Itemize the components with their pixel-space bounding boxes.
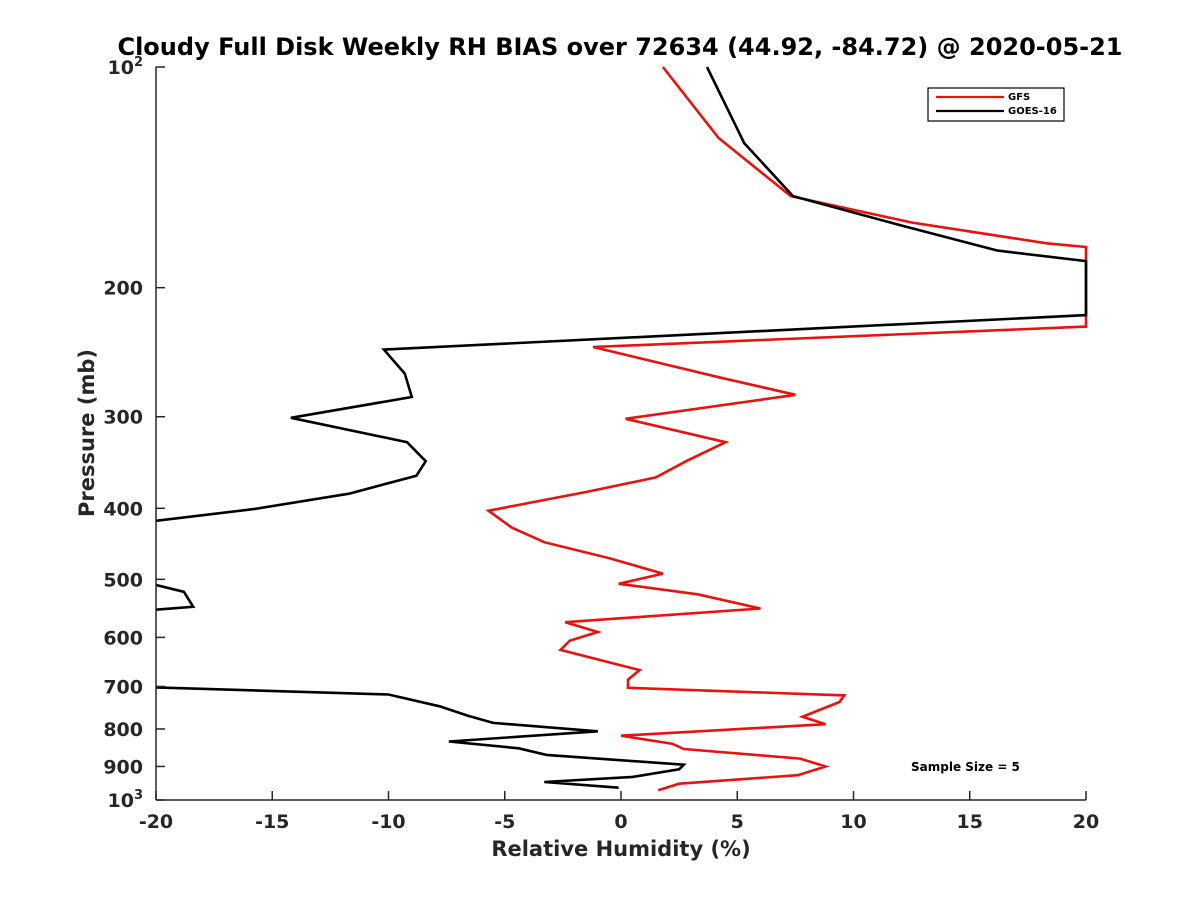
x-tick-label: -5: [494, 811, 515, 833]
x-tick-label: 0: [614, 811, 627, 833]
y-tick-label: 400: [103, 498, 143, 520]
x-axis-label: Relative Humidity (%): [491, 837, 750, 861]
y-tick-exponent: 3: [134, 788, 143, 803]
x-tick-label: -15: [255, 811, 289, 833]
x-tick-label: -10: [371, 811, 405, 833]
y-tick-base: 10: [108, 790, 134, 812]
series-line-gfs: [485, 66, 1088, 792]
x-tick-label: -20: [139, 811, 173, 833]
x-tick-label: 5: [731, 811, 744, 833]
x-tick-layer: -20 -15 -10 -5 0 5 10 15 20: [139, 791, 1099, 833]
y-tick-label: 200: [103, 278, 143, 300]
y-tick-label: 600: [103, 627, 143, 649]
legend-label-gfs: GFS: [1008, 92, 1030, 103]
series-layer: [155, 66, 1088, 792]
y-tick-label: 500: [103, 569, 143, 591]
legend-label-goes16: GOES-16: [1008, 106, 1057, 117]
y-tick-exponent: 2: [134, 55, 143, 70]
legend-box: [927, 87, 1065, 122]
x-tick-label: 15: [957, 811, 983, 833]
sample-size-annotation: Sample Size = 5: [911, 760, 1020, 774]
y-tick-label: 300: [103, 407, 143, 429]
chart-title: Cloudy Full Disk Weekly RH BIAS over 726…: [117, 33, 1122, 61]
y-tick-label: 102: [108, 55, 144, 79]
y-axis-label: Pressure (mb): [75, 349, 99, 517]
legend: GFS GOES-16: [927, 87, 1065, 122]
y-tick-base: 10: [108, 57, 134, 79]
y-tick-label: 700: [103, 676, 143, 698]
y-tick-label: 900: [103, 756, 143, 778]
y-tick-label: 800: [103, 719, 143, 741]
x-tick-label: 20: [1073, 811, 1099, 833]
y-tick-label: 103: [108, 788, 144, 812]
x-tick-label: 10: [840, 811, 866, 833]
series-line-goes-16: [155, 66, 1088, 789]
